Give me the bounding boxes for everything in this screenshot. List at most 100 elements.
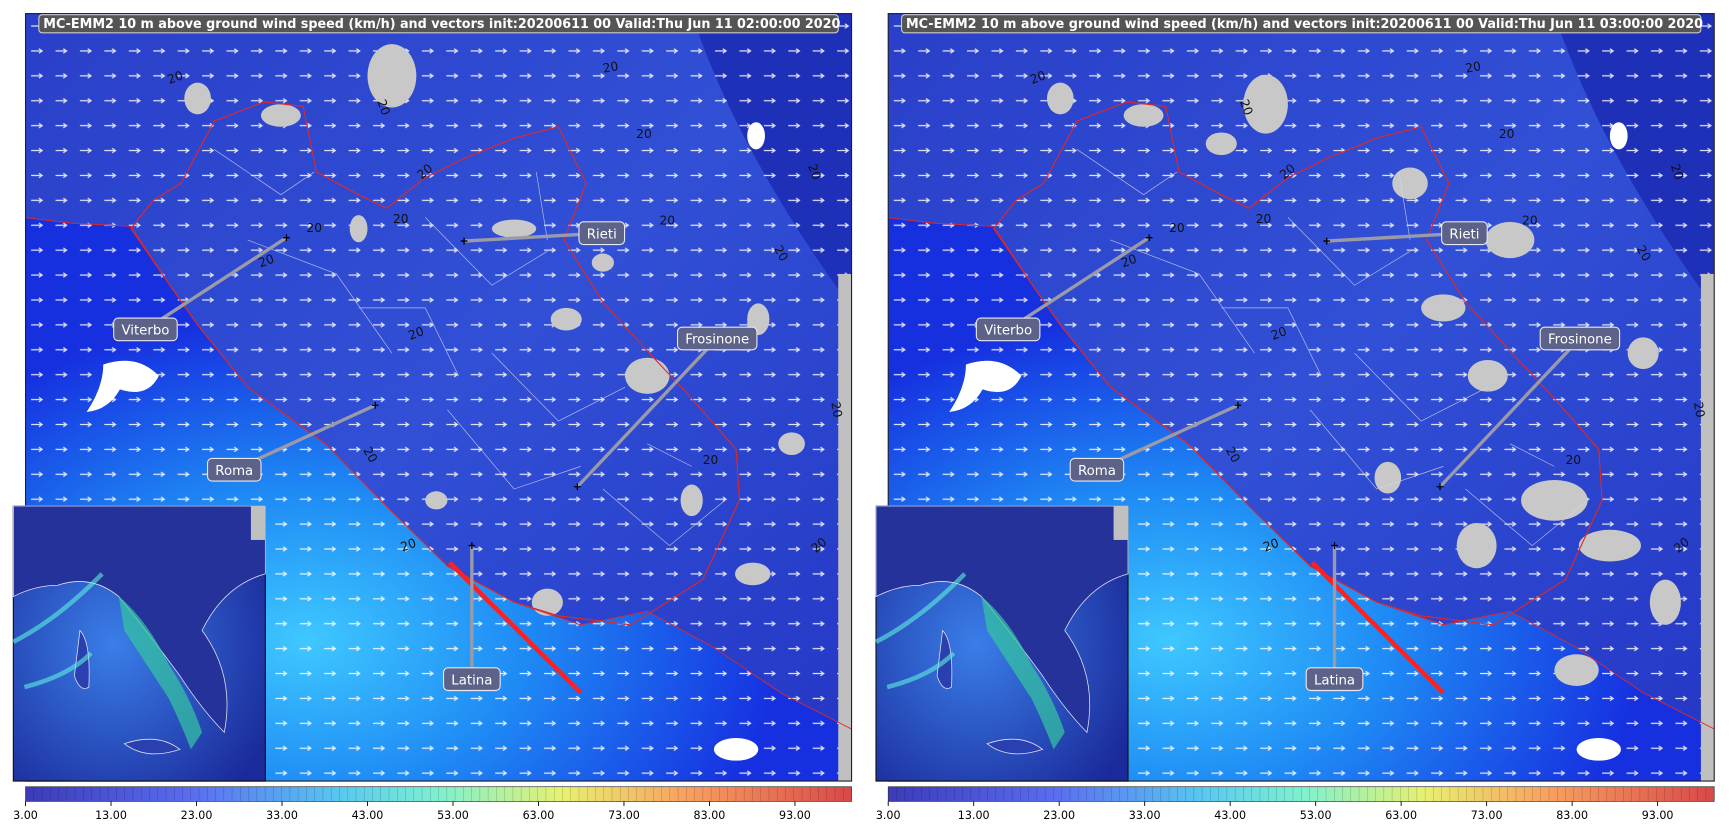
colorbar-tick-label: 23.00	[181, 809, 213, 822]
city-marker	[371, 401, 379, 409]
city-label: Viterbo	[984, 323, 1032, 338]
calm-area	[591, 253, 614, 272]
contour-label: 20	[374, 98, 392, 118]
calm-area	[1456, 522, 1497, 569]
calm-spot	[713, 738, 759, 761]
city-marker	[1234, 401, 1242, 409]
map-frame	[887, 13, 1715, 782]
calm-area	[1374, 461, 1402, 494]
colorbar-tick-label: 53.00	[437, 809, 469, 822]
contour-label: 20	[602, 59, 620, 76]
contour-label: 20	[1261, 536, 1280, 555]
coastline	[888, 217, 1715, 730]
calm-area	[425, 491, 448, 510]
colorbar-tick-label: 13.00	[958, 809, 990, 822]
calm-area	[550, 307, 582, 331]
colorbar-tick-label: 13.00	[95, 809, 127, 822]
calm-area	[1123, 104, 1164, 127]
colorbar-tick-label: 3.00	[876, 809, 901, 822]
contour-label: 20	[166, 68, 185, 87]
city-label-box	[1069, 457, 1125, 482]
calm-area	[1627, 337, 1659, 370]
city-label-box	[442, 667, 501, 692]
city-label-box	[1305, 667, 1364, 692]
callout-line	[1007, 236, 1151, 331]
map-title: MC-EMM2 10 m above ground wind speed (km…	[906, 17, 1703, 32]
inset-map	[874, 505, 1129, 782]
colorbar-tick-label: 43.00	[352, 809, 384, 822]
city-label-box	[676, 326, 758, 351]
city-label: Frosinone	[1548, 333, 1612, 348]
colorbar-tick-label: 73.00	[1471, 809, 1503, 822]
city-marker	[1436, 483, 1444, 491]
contour-label: 20	[1464, 59, 1482, 76]
city-label: Roma	[215, 464, 253, 479]
map-title: MC-EMM2 10 m above ground wind speed (km…	[43, 17, 840, 32]
contour-label: 20	[360, 444, 380, 465]
colorbar-tick-label: 93.00	[779, 809, 811, 822]
calm-area	[260, 104, 301, 127]
contour-label: 20	[1028, 68, 1047, 87]
calm-area	[734, 562, 771, 586]
contour-label: 20	[828, 401, 844, 419]
colorbar-tick-label: 63.00	[523, 809, 555, 822]
inset-italy	[981, 596, 1065, 750]
calm-island	[1609, 122, 1628, 150]
calm-area	[491, 219, 537, 238]
contour-label: 20	[703, 453, 719, 467]
calm-area	[1554, 654, 1599, 686]
contour-label: 20	[407, 324, 426, 343]
city-marker	[468, 542, 476, 550]
right-edge	[838, 273, 852, 782]
contour-label: 20	[1223, 444, 1243, 465]
city-label-box	[975, 317, 1041, 342]
calm-area	[349, 215, 368, 243]
calm-area	[1392, 167, 1428, 200]
contour-label: 20	[1522, 213, 1538, 227]
calm-area	[625, 357, 670, 394]
contour-label: 20	[659, 213, 675, 227]
city-label: Frosinone	[685, 333, 749, 348]
calm-area	[1421, 294, 1466, 322]
title-box	[900, 14, 1702, 34]
calm-area	[1485, 221, 1535, 259]
colorbar-tick-label: 63.00	[1385, 809, 1417, 822]
callout-line	[1438, 337, 1582, 488]
colorbar-tick-label: 23.00	[1043, 809, 1075, 822]
calm-area	[1467, 359, 1508, 392]
city-label-box	[113, 317, 178, 342]
city-marker	[1145, 234, 1153, 242]
inset-islands	[936, 629, 1044, 755]
municipal-lines	[1076, 149, 1588, 547]
inset-jet	[874, 572, 967, 690]
city-label: Rieti	[587, 227, 617, 242]
city-label: Latina	[1314, 673, 1355, 688]
contour-label: 20	[1119, 252, 1138, 271]
calm-island	[747, 122, 765, 150]
calm-area	[1649, 579, 1681, 625]
contour-label: 20	[1237, 98, 1255, 118]
colorbar-tick-label: 83.00	[694, 809, 726, 822]
calm-lake	[949, 360, 1022, 413]
city-marker	[1323, 237, 1331, 245]
colorbar-tick-label: 33.00	[1129, 809, 1161, 822]
right-edge	[1700, 273, 1715, 782]
inset-italy	[118, 596, 203, 750]
colorbar-tick-label: 83.00	[1556, 809, 1588, 822]
colorbar-tick-label: 53.00	[1300, 809, 1332, 822]
city-label: Roma	[1078, 464, 1116, 479]
calm-area	[1205, 132, 1237, 156]
calm-area	[680, 484, 703, 517]
calm-area	[1046, 82, 1074, 115]
contour-label: 20	[636, 127, 652, 141]
city-marker	[460, 237, 468, 245]
contour-label: 20	[1256, 212, 1272, 226]
calm-area	[1521, 479, 1588, 521]
calm-area	[1578, 529, 1641, 562]
city-label-box	[1539, 326, 1621, 351]
contour-label: 20	[399, 536, 418, 555]
city-label: Latina	[451, 673, 492, 688]
inset-jet	[12, 572, 104, 690]
contour-label: 20	[1668, 162, 1686, 182]
